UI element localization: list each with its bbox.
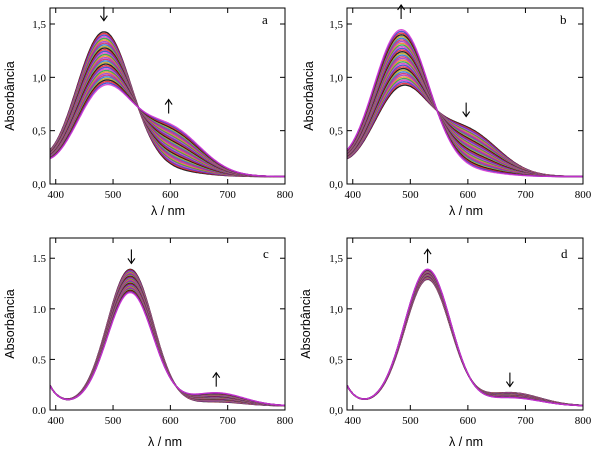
panel-b-arrow-down	[462, 102, 471, 118]
panel-a-y-tick-label: 0,5	[32, 126, 46, 138]
panel-d-y-tick-label: 1,5	[329, 253, 343, 265]
panel-b-plot-frame	[346, 7, 584, 185]
panel-b-y-tick-label: 0,0	[329, 179, 343, 191]
panel-a-spectra	[50, 31, 285, 178]
panel-c-y-tick-label: 1.5	[32, 253, 46, 265]
panel-b-y-tick-label: 1,0	[329, 72, 343, 84]
panel-a-x-tick-label: 800	[277, 189, 294, 201]
panel-b-arrow-up	[397, 4, 406, 19]
panel-a-x-tick-label: 700	[219, 189, 236, 201]
panel-c-arrow-down	[127, 249, 136, 265]
panel-c: c Absorbância λ / nm 400 500 600 700 800 0.0 0…	[3, 237, 294, 449]
panel-a-ylabel: Absorbância	[3, 61, 17, 131]
panel-b-ylabel: Absorbância	[302, 61, 316, 131]
panel-c-y-tick-label: 0.5	[32, 354, 46, 366]
panel-c-x-tick-label: 500	[105, 415, 122, 427]
panel-d-xlabel: λ / nm	[449, 435, 483, 449]
panel-a-arrow-down	[99, 6, 108, 22]
panel-c-x-tick-label: 400	[47, 415, 64, 427]
panel-a: a Absorbância λ / nm 400 500 600 700 800 0,0 0…	[3, 6, 294, 218]
panel-c-x-tick-label: 600	[162, 415, 179, 427]
panel-c-xlabel: λ / nm	[148, 435, 182, 449]
panel-d-x-tick-label: 400	[345, 415, 362, 427]
panel-b-y-tick-label: 0,5	[329, 126, 343, 138]
panel-c-x-tick-label: 800	[277, 415, 294, 427]
panel-b-spectra	[347, 28, 583, 178]
panel-b-x-tick-label: 700	[517, 189, 534, 201]
panel-c-letter: c	[263, 246, 269, 261]
panel-c-spectra	[50, 268, 285, 407]
panel-a-x-tick-label: 400	[47, 189, 64, 201]
panel-a-x-tick-label: 500	[105, 189, 122, 201]
panel-a-xlabel: λ / nm	[151, 204, 185, 218]
panel-d-plot-frame	[346, 237, 584, 411]
panel-d-y-tick-label: 0,0	[329, 405, 343, 417]
panel-d-letter: d	[561, 246, 568, 261]
panel-d-ylabel: Absorbância	[299, 289, 313, 359]
panel-d-y-tick-label: 1,0	[329, 304, 343, 316]
panel-a-y-tick-label: 1,0	[32, 72, 46, 84]
panel-d: d Absorbância λ / nm 400 500 600 700 800 0,0 0…	[299, 237, 592, 449]
panel-d-x-tick-label: 800	[575, 415, 592, 427]
panel-c-x-tick-label: 700	[219, 415, 236, 427]
panel-d-x-tick-label: 500	[402, 415, 419, 427]
panel-a-arrow-up	[164, 98, 173, 114]
panel-a-spectrum-line	[50, 83, 285, 178]
panel-d-spectrum-line	[347, 268, 583, 407]
panel-c-y-tick-label: 1.0	[32, 304, 46, 316]
panel-c-y-tick-label: 0.0	[32, 405, 46, 417]
panel-c-arrow-up	[212, 371, 221, 387]
panel-b-x-tick-label: 400	[345, 189, 362, 201]
panel-b-y-tick-label: 1,5	[329, 19, 343, 31]
panel-d-x-tick-label: 700	[517, 415, 534, 427]
panel-b-xlabel: λ / nm	[449, 204, 483, 218]
panel-a-letter: a	[262, 12, 268, 27]
panel-c-ylabel: Absorbância	[3, 289, 17, 359]
panel-b-x-tick-label: 600	[460, 189, 477, 201]
panel-a-y-tick-label: 0,0	[32, 179, 46, 191]
panel-b-spectrum-line	[347, 28, 583, 178]
panel-d-x-tick-label: 600	[460, 415, 477, 427]
panel-d-arrow-up	[423, 248, 432, 264]
panel-b-x-tick-label: 500	[402, 189, 419, 201]
panel-a-plot-frame	[49, 7, 286, 185]
panel-b-x-tick-label: 800	[575, 189, 592, 201]
panel-c-spectrum-line	[50, 291, 285, 407]
panel-b-letter: b	[560, 12, 567, 27]
panel-a-x-tick-label: 600	[162, 189, 179, 201]
panel-d-arrow-down	[505, 372, 514, 388]
panel-b: b Absorbância λ / nm 400 500 600 700 800 0,0 0…	[302, 4, 592, 218]
panel-d-spectra	[347, 268, 583, 407]
panel-c-plot-frame	[49, 237, 286, 411]
panel-a-y-tick-label: 1,5	[32, 19, 46, 31]
panel-d-y-tick-label: 0,5	[329, 354, 343, 366]
